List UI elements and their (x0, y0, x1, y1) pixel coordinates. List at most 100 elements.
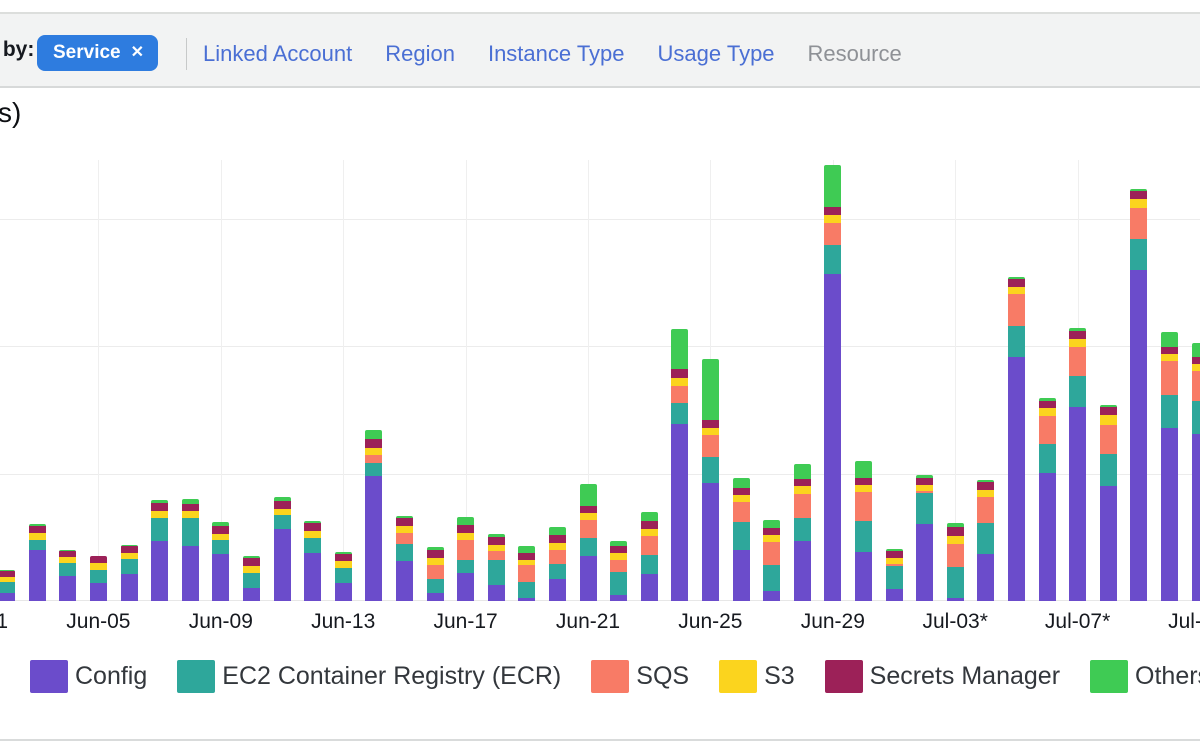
bar-segment-ec2-container-registry-ecr (732, 522, 750, 550)
bar-segment-sqs (579, 520, 597, 538)
bar-jun-21[interactable] (579, 484, 597, 601)
bar-jun-28[interactable] (793, 464, 811, 601)
bar-segment-s3 (1099, 415, 1117, 425)
bar-segment-sqs (1130, 208, 1148, 239)
gridline-v (343, 160, 345, 601)
group-by-label: Group by: (0, 38, 35, 61)
legend-item-ec2-container-registry-ecr[interactable]: EC2 Container Registry (ECR) (177, 660, 561, 693)
legend-item-others[interactable]: Others (1090, 660, 1200, 693)
bar-segment-config (59, 576, 77, 601)
bar-jun-02[interactable] (0, 570, 16, 601)
bar-jun-20[interactable] (548, 527, 566, 601)
bar-jun-11[interactable] (273, 497, 291, 601)
filter-link-usage-type[interactable]: Usage Type (657, 41, 775, 66)
bar-jun-03[interactable] (28, 524, 46, 601)
bar-jul-01[interactable] (885, 549, 903, 601)
bar-segment-secrets-manager (0, 571, 16, 577)
bar-segment-sqs (1069, 347, 1087, 376)
bar-segment-secrets-manager (1069, 331, 1087, 339)
bar-segment-s3 (1130, 199, 1148, 208)
bar-jun-27[interactable] (763, 520, 781, 601)
bar-segment-ec2-container-registry-ecr (395, 544, 413, 561)
bar-segment-sqs (457, 540, 475, 560)
bar-segment-secrets-manager (610, 546, 628, 553)
bar-jun-23[interactable] (640, 512, 658, 601)
filter-link-instance-type[interactable]: Instance Type (487, 41, 625, 66)
bar-jun-17[interactable] (457, 517, 475, 601)
bar-segment-config (610, 595, 628, 601)
x-axis-label: Jun-25 (678, 610, 743, 633)
legend-swatch (591, 660, 630, 693)
bar-segment-sqs (763, 542, 781, 565)
bar-segment-secrets-manager (885, 551, 903, 558)
bar-segment-others (579, 484, 597, 506)
bar-jun-26[interactable] (732, 478, 750, 601)
bar-segment-sqs (365, 455, 383, 463)
bar-segment-sqs (518, 565, 536, 582)
bar-jun-04[interactable] (59, 550, 77, 601)
bar-jul-08[interactable] (1099, 405, 1117, 601)
bar-segment-ec2-container-registry-ecr (701, 457, 719, 483)
bar-segment-s3 (763, 535, 781, 542)
bar-segment-secrets-manager (151, 503, 169, 511)
bar-jun-05[interactable] (89, 556, 107, 601)
bar-jun-30[interactable] (854, 461, 872, 601)
bar-jun-25[interactable] (701, 359, 719, 601)
bar-jun-09[interactable] (212, 522, 230, 601)
legend-item-secrets-manager[interactable]: Secrets Manager (824, 660, 1060, 693)
bar-segment-s3 (1191, 364, 1200, 371)
bar-jul-03[interactable] (946, 523, 964, 601)
bar-segment-s3 (426, 558, 444, 565)
bar-segment-config (334, 583, 352, 601)
bar-jun-12[interactable] (304, 521, 322, 601)
bar-jun-13[interactable] (334, 552, 352, 601)
bar-jun-08[interactable] (181, 499, 199, 601)
bar-jul-02[interactable] (916, 475, 934, 601)
bar-jul-04[interactable] (977, 480, 995, 601)
legend-item-config[interactable]: Config (30, 660, 147, 693)
bar-jul-09[interactable] (1130, 189, 1148, 601)
filter-link-region[interactable]: Region (385, 41, 455, 66)
bar-jun-29[interactable] (824, 165, 842, 601)
bar-jun-24[interactable] (671, 329, 689, 601)
bar-segment-s3 (548, 543, 566, 550)
close-icon[interactable]: ✕ (130, 44, 145, 61)
bottom-divider (0, 739, 1200, 741)
bar-jun-22[interactable] (610, 541, 628, 601)
legend-swatch (719, 660, 758, 693)
bar-segment-ec2-container-registry-ecr (1069, 376, 1087, 407)
bar-segment-ec2-container-registry-ecr (365, 463, 383, 476)
bar-jul-11[interactable] (1191, 343, 1200, 601)
bar-jun-18[interactable] (487, 534, 505, 601)
bar-segment-s3 (671, 378, 689, 386)
bar-segment-others (487, 534, 505, 537)
bar-jun-10[interactable] (242, 556, 260, 601)
bar-jun-15[interactable] (395, 516, 413, 601)
legend-item-s3[interactable]: S3 (719, 660, 795, 693)
bar-jul-06[interactable] (1038, 398, 1056, 601)
bar-jul-05[interactable] (1007, 277, 1025, 601)
bar-jul-10[interactable] (1160, 332, 1178, 601)
bar-jun-16[interactable] (426, 547, 444, 601)
bar-segment-ec2-container-registry-ecr (977, 523, 995, 554)
stacked-bar-chart (0, 160, 1200, 601)
bar-segment-ec2-container-registry-ecr (885, 566, 903, 589)
bar-jul-07[interactable] (1069, 328, 1087, 601)
bar-jun-14[interactable] (365, 430, 383, 601)
legend-item-sqs[interactable]: SQS (591, 660, 689, 693)
bar-segment-others (28, 524, 46, 526)
bar-segment-ec2-container-registry-ecr (1007, 326, 1025, 357)
bar-segment-s3 (181, 511, 199, 518)
bar-segment-others (1007, 277, 1025, 279)
filter-link-linked-account[interactable]: Linked Account (203, 41, 353, 66)
filter-link-resource: Resource (807, 41, 902, 66)
filter-bar: Group by: Service ✕ Linked Account Regio… (0, 12, 1200, 88)
bar-jun-07[interactable] (151, 500, 169, 601)
bar-jun-19[interactable] (518, 546, 536, 601)
bar-segment-ec2-container-registry-ecr (59, 563, 77, 576)
bar-segment-ec2-container-registry-ecr (1038, 444, 1056, 473)
bar-segment-sqs (885, 564, 903, 566)
gridline-v (465, 160, 467, 601)
bar-jun-06[interactable] (120, 545, 138, 601)
group-by-chip-service[interactable]: Service ✕ (37, 35, 159, 71)
